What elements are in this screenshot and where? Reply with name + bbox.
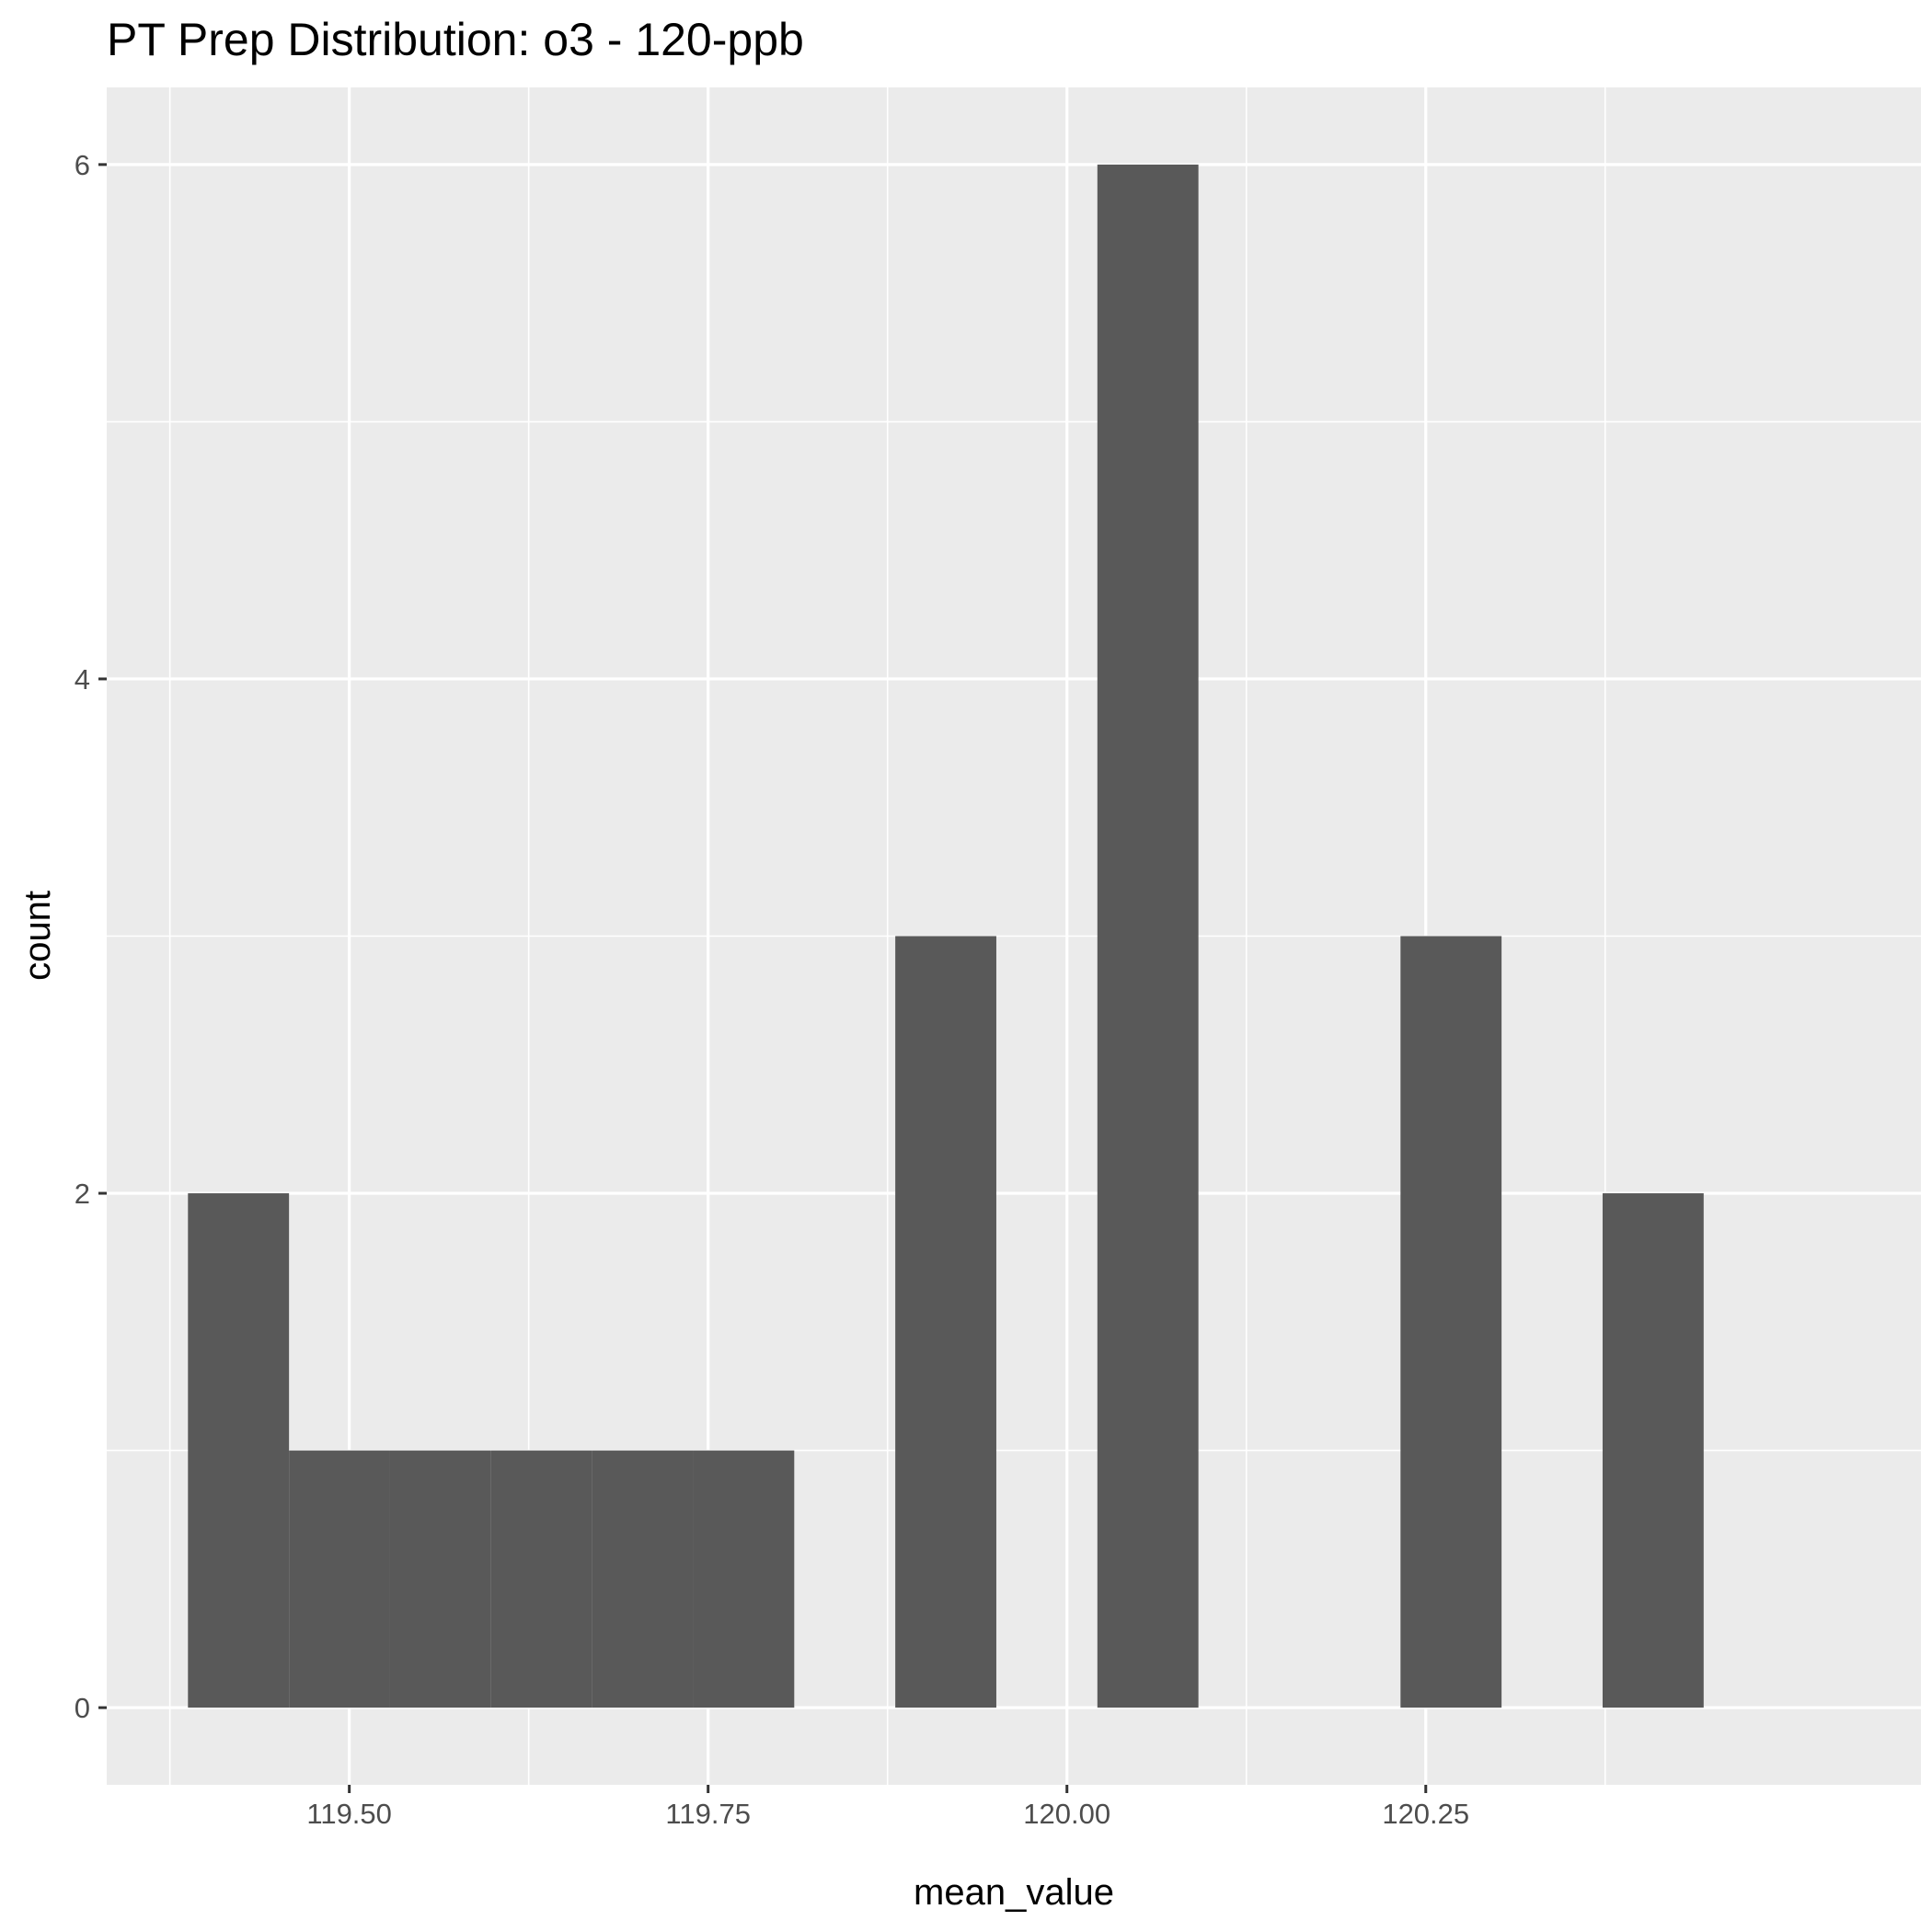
chart-title: PT Prep Distribution: o3 - 120-ppb [107,14,804,65]
histogram-bar [1097,164,1199,1708]
histogram-bar [490,1450,592,1708]
histogram-bar [289,1450,390,1708]
x-tick-label: 120.25 [1382,1798,1469,1830]
y-axis-title: count [17,891,58,981]
y-axis-ticks: 0 2 4 6 [75,149,107,1724]
histogram-bar [895,936,996,1708]
x-tick-label: 119.50 [306,1798,392,1830]
x-axis-ticks: 119.50 119.75 120.00 120.25 [306,1785,1469,1830]
histogram-bars [188,164,1704,1708]
histogram-bar [1400,936,1502,1708]
y-tick-label: 6 [75,149,90,181]
histogram-bar [188,1193,290,1708]
x-tick-label: 120.00 [1023,1798,1110,1830]
x-axis-title: mean_value [914,1872,1114,1913]
y-tick-label: 2 [75,1178,90,1210]
histogram-bar [1602,1193,1704,1708]
x-tick-label: 119.75 [665,1798,751,1830]
histogram-bar [693,1450,795,1708]
histogram-bar [389,1450,491,1708]
histogram-bar [592,1450,694,1708]
y-tick-label: 4 [75,663,90,696]
y-tick-label: 0 [75,1692,90,1724]
